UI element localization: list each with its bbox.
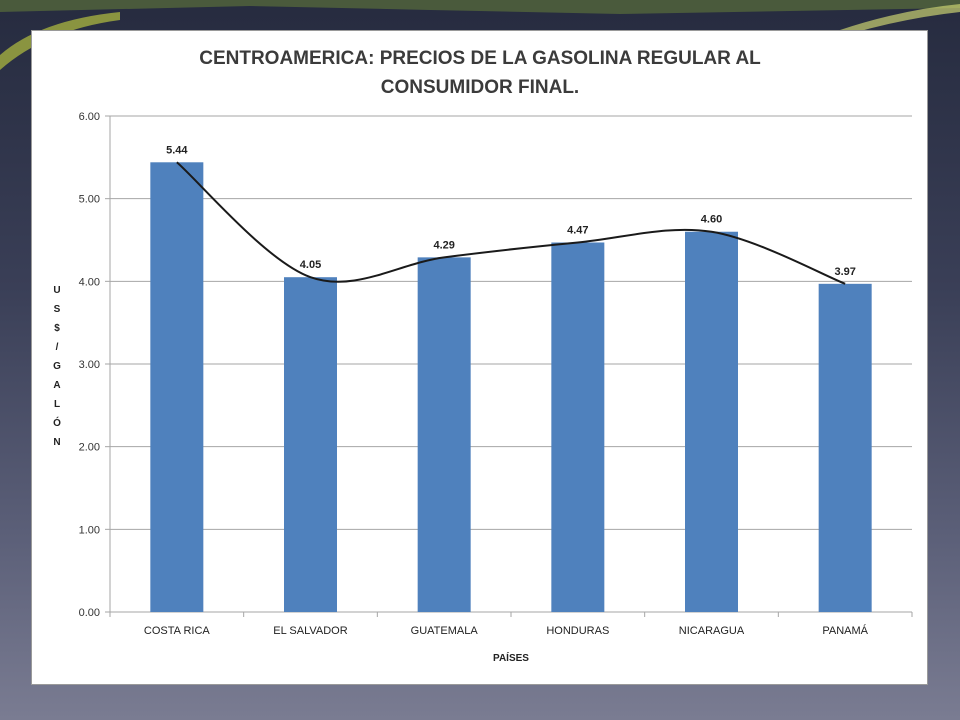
x-axis-categories: COSTA RICA EL SALVADOR GUATEMALA HONDURAS NI… (144, 624, 869, 637)
bar (417, 257, 471, 612)
value-labels: 5.44 4.05 4.29 4.47 4.60 3.97 (166, 144, 856, 278)
bar (284, 277, 337, 612)
x-category-label: HONDURAS (546, 625, 609, 637)
y-tick-label: 0.00 (79, 607, 100, 619)
y-tick-label: 1.00 (79, 524, 100, 536)
value-label: 3.97 (834, 266, 855, 278)
x-category-label: GUATEMALA (411, 625, 479, 637)
y-tick-label: 3.00 (79, 359, 100, 371)
x-category-label: PANAMÁ (822, 624, 868, 637)
x-axis-title: PAÍSES (493, 651, 529, 664)
y-axis-title-letter: U (53, 285, 60, 296)
value-label: 4.60 (701, 214, 722, 226)
slide-accent-swoosh (0, 12, 120, 70)
trend-line (176, 161, 846, 285)
chart-svg: CENTROAMERICA: PRECIOS DE LA GASOLINA RE… (53, 48, 913, 664)
y-axis-title-letter: G (53, 361, 61, 372)
bar (551, 242, 605, 613)
y-axis-title-letter: $ (54, 323, 60, 334)
bar (818, 283, 872, 612)
y-axis-title-letter: N (53, 437, 60, 448)
chart-title-line-1: CENTROAMERICA: PRECIOS DE LA GASOLINA RE… (199, 48, 761, 69)
y-axis-title-letter: / (56, 342, 59, 353)
grid-lines (105, 115, 913, 617)
trend-line-group (176, 161, 846, 285)
y-tick-label: 6.00 (79, 111, 100, 123)
chart-title-line-2: CONSUMIDOR FINAL. (381, 77, 579, 98)
bar (685, 231, 738, 612)
y-axis-title-letter: L (54, 399, 60, 410)
y-tick-label: 4.00 (79, 276, 100, 288)
y-tick-label: 5.00 (79, 194, 100, 206)
bars (150, 162, 872, 613)
y-axis-title-letter: Ó (53, 416, 61, 429)
value-label: 4.47 (567, 224, 588, 236)
x-category-label: NICARAGUA (679, 625, 745, 637)
x-category-label: EL SALVADOR (273, 625, 347, 637)
value-label: 4.29 (433, 239, 454, 251)
value-label: 4.05 (300, 259, 321, 271)
y-tick-label: 2.00 (79, 442, 100, 454)
chart-area: CENTROAMERICA: PRECIOS DE LA GASOLINA RE… (31, 30, 928, 685)
y-axis-title-letter: S (54, 304, 61, 315)
slide-accent-swoosh-right (840, 4, 960, 34)
x-category-label: COSTA RICA (144, 625, 210, 637)
bar (150, 162, 204, 612)
slide-accent-band (0, 0, 960, 14)
y-axis-ticks: 0.00 1.00 2.00 3.00 4.00 5.00 6.00 (79, 111, 100, 619)
value-label: 5.44 (166, 144, 188, 156)
y-axis-title-letter: A (53, 380, 60, 391)
